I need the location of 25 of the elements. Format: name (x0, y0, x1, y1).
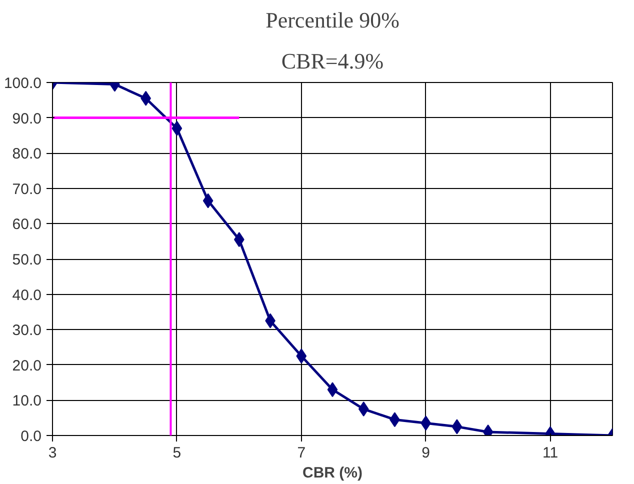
y-tick-label: 30.0 (12, 322, 42, 340)
y-tick-label: 80.0 (12, 146, 42, 163)
x-tick-label: 9 (422, 444, 430, 462)
y-tick-label: 40.0 (12, 286, 42, 304)
point (358, 402, 369, 417)
point (327, 382, 338, 398)
x-tick-label: 3 (48, 444, 57, 462)
point (296, 348, 307, 364)
point (172, 120, 182, 136)
y-tick-label: 90.0 (12, 110, 42, 128)
point (452, 419, 462, 434)
y-tick-label: 70.0 (12, 180, 42, 198)
x-axis-title: CBR (%) (302, 464, 363, 482)
y-tick-label: 0.0 (20, 428, 42, 445)
chart-title: Percentile 90% (266, 8, 400, 32)
y-tick-label: 100.0 (4, 75, 42, 92)
y-tick-label: 10.0 (12, 392, 42, 410)
x-tick-label: 11 (542, 444, 558, 462)
x-tick-label: 5 (172, 444, 182, 462)
y-tick-label: 20.0 (12, 357, 42, 374)
chart-subtitle: CBR=4.9% (281, 48, 384, 74)
point (202, 193, 214, 208)
x-tick-label: 7 (297, 444, 306, 462)
y-tick-label: 50.0 (12, 252, 42, 268)
y-tick-label: 60.0 (12, 216, 42, 234)
